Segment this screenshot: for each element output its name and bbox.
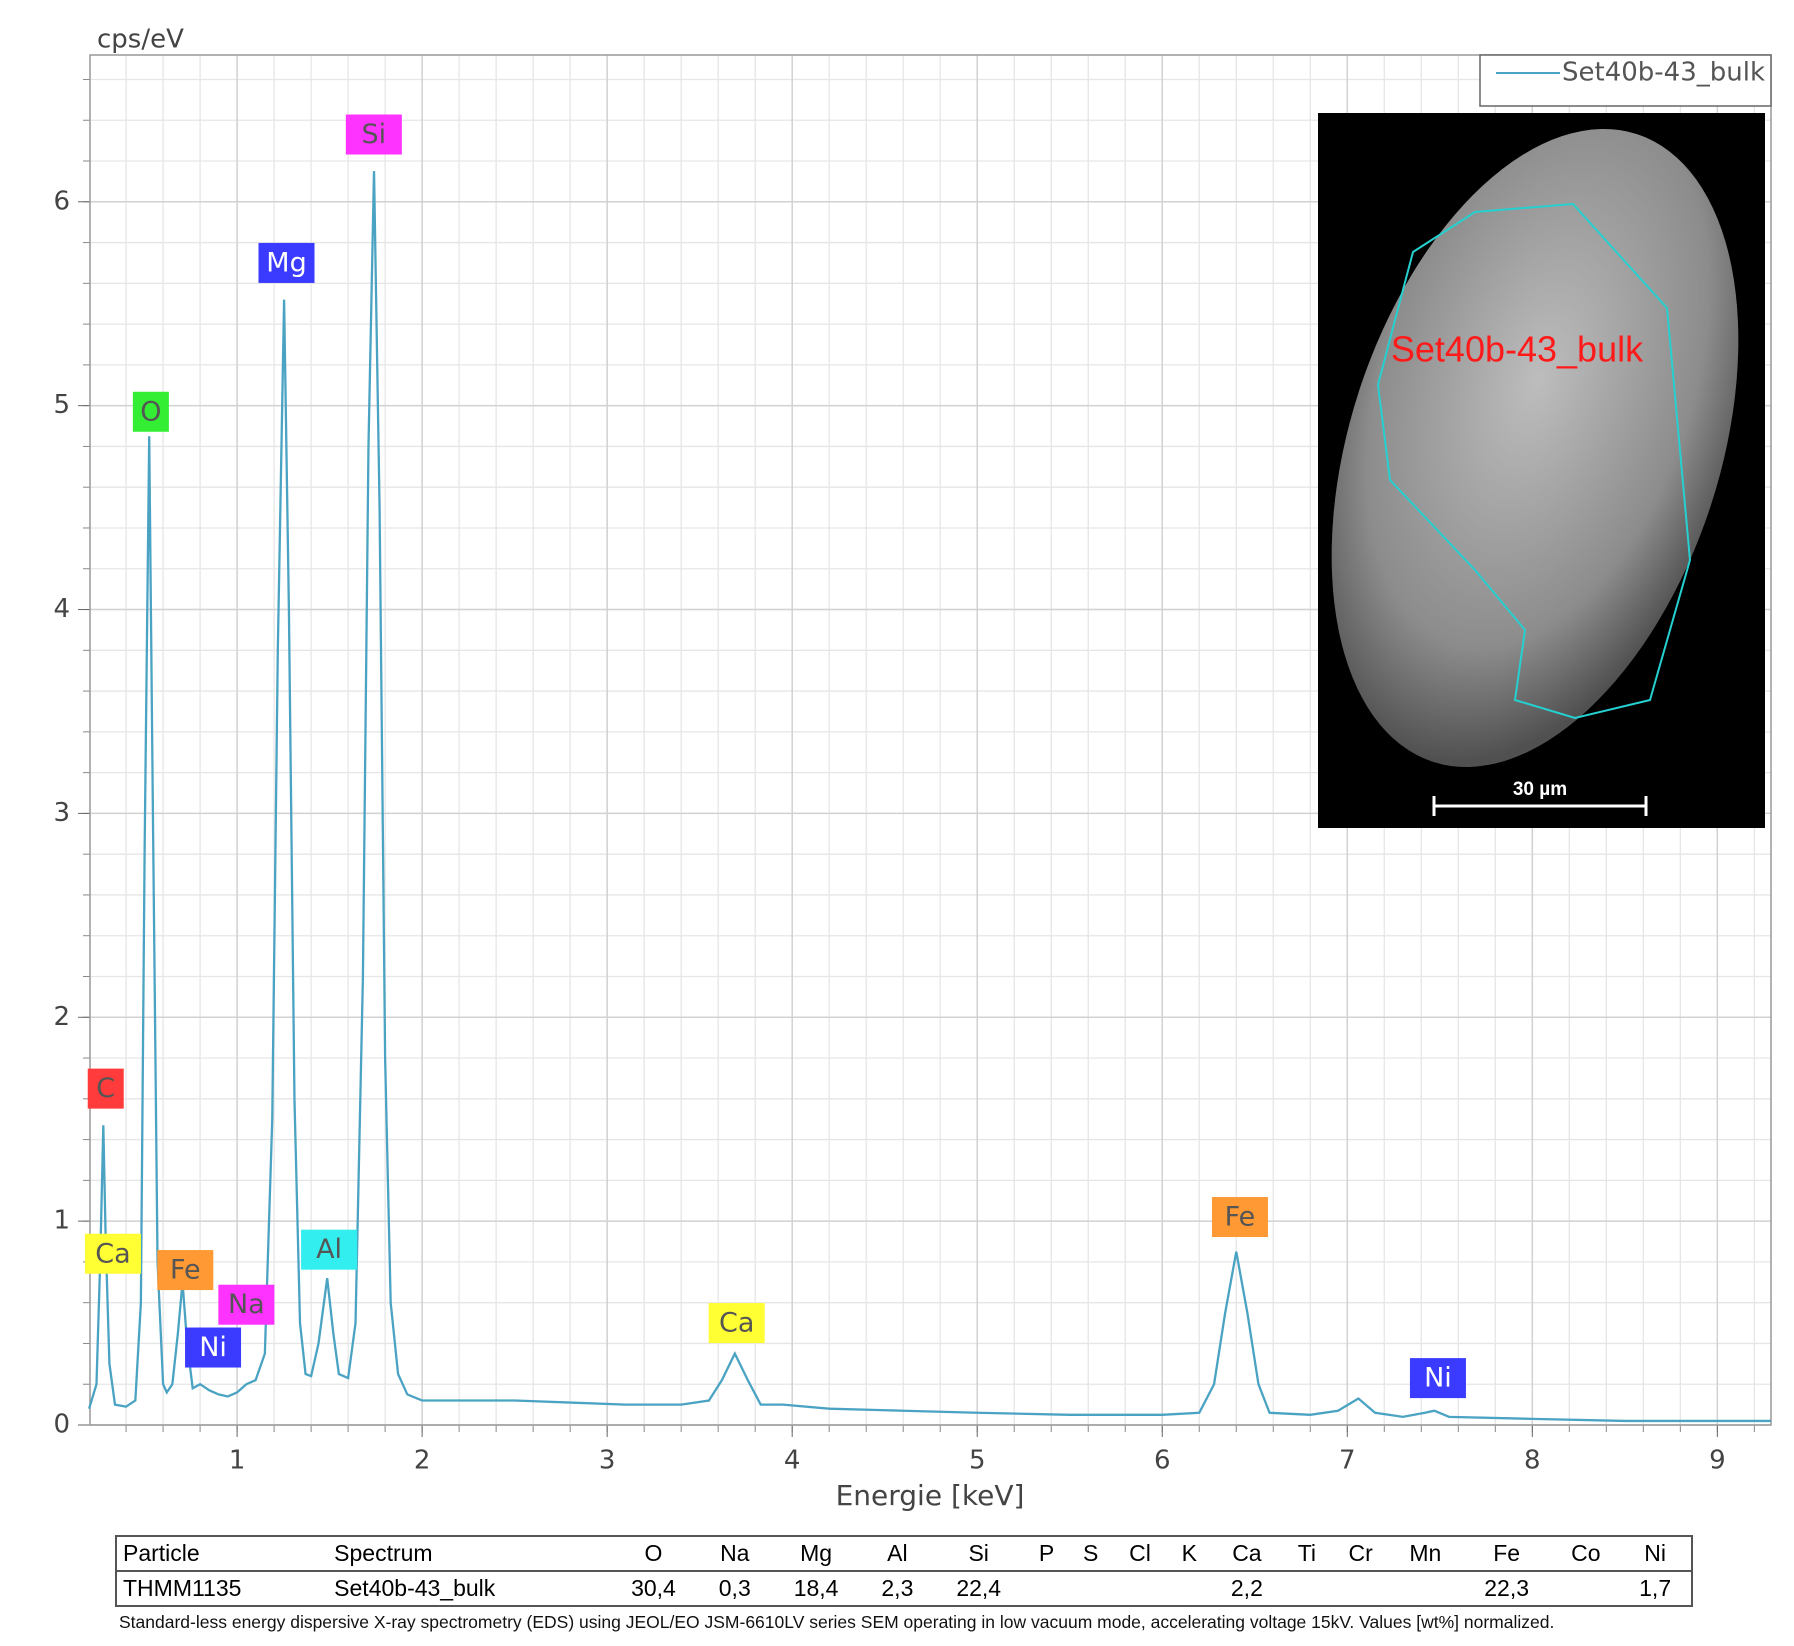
- x-tick-label: 5: [969, 1446, 986, 1476]
- y-tick-label: 5: [53, 390, 70, 420]
- table-cell: [1552, 1570, 1620, 1607]
- element-label-box: [185, 1327, 242, 1368]
- element-label: Si: [362, 119, 387, 150]
- scale-bar-label: 30 µm: [1513, 779, 1567, 800]
- table-cell: [1167, 1570, 1212, 1607]
- table-cell: Set40b-43_bulk: [328, 1570, 608, 1607]
- region-label: Set40b-43_bulk: [1391, 329, 1644, 370]
- table-cell: Cl: [1112, 1535, 1168, 1572]
- results-table: Particle Spectrum O Na Mg Al Si P S Cl K Ca Ti Cr Mn Fe…: [115, 1535, 1693, 1607]
- element-label-box: [708, 1303, 765, 1344]
- element-label-box: [345, 114, 402, 155]
- element-label-box: [218, 1284, 275, 1325]
- element-label: Ca: [719, 1308, 754, 1339]
- table-cell: THMM1135: [116, 1570, 329, 1607]
- table-cell: 18,4: [770, 1570, 862, 1607]
- x-tick-label: 1: [229, 1446, 246, 1476]
- table-cell: [1068, 1570, 1113, 1607]
- table-cell: Mn: [1389, 1535, 1461, 1572]
- analysis-region: [1376, 202, 1692, 720]
- table-cell: Al: [861, 1535, 933, 1572]
- y-tick-label: 3: [53, 798, 70, 828]
- spectrum-line: [87, 171, 1771, 1423]
- table-cell: S: [1068, 1535, 1113, 1572]
- table-cell: Co: [1552, 1535, 1620, 1572]
- y-tick-label: 0: [53, 1410, 70, 1440]
- x-tick-label: 6: [1154, 1446, 1171, 1476]
- element-label: O: [140, 396, 161, 427]
- table-cell: Si: [932, 1535, 1025, 1572]
- x-tick-label: 7: [1339, 1446, 1356, 1476]
- caption: Standard-less energy dispersive X-ray sp…: [119, 1612, 1555, 1632]
- element-label-box: [157, 1250, 214, 1291]
- table-cell: Particle: [116, 1535, 329, 1572]
- table-cell: O: [607, 1535, 700, 1572]
- x-tick-label: 2: [414, 1446, 431, 1476]
- table-cell: [1112, 1570, 1168, 1607]
- grain: [1331, 128, 1739, 768]
- table-cell: [1024, 1570, 1069, 1607]
- legend-label: Set40b-43_bulk: [1562, 58, 1765, 88]
- element-label-box: [258, 242, 315, 283]
- table-cell: Ca: [1211, 1535, 1283, 1572]
- element-label: Ca: [95, 1238, 130, 1269]
- plot-frame: [89, 54, 1772, 1426]
- table-row: THMM1135 Set40b-43_bulk 30,4 0,3 18,4 2,3 22,4…: [116, 1570, 1692, 1607]
- x-axis-label: Energie [keV]: [836, 1479, 1025, 1512]
- table-cell: Na: [699, 1535, 771, 1572]
- table-cell: [1389, 1570, 1461, 1607]
- x-tick-label: 8: [1524, 1446, 1541, 1476]
- element-label-box: [132, 391, 169, 432]
- x-tick-label: 9: [1709, 1446, 1726, 1476]
- sem-image: Set40b-43_bulk 30 µm: [1318, 113, 1765, 828]
- y-tick-label: 2: [53, 1002, 70, 1032]
- table-cell: Mg: [770, 1535, 862, 1572]
- element-label: Mg: [266, 247, 306, 278]
- y-tick-label: 4: [53, 594, 70, 624]
- table-cell: 1,7: [1619, 1570, 1692, 1607]
- element-label-box: [1409, 1358, 1466, 1399]
- element-label: C: [96, 1073, 115, 1104]
- element-label: Fe: [1225, 1202, 1256, 1233]
- table-cell: 22,3: [1460, 1570, 1553, 1607]
- y-axis-label: cps/eV: [97, 25, 184, 55]
- element-label: Al: [316, 1234, 342, 1265]
- element-label: Na: [228, 1289, 265, 1320]
- element-label-box: [84, 1233, 141, 1274]
- element-label-box: [1211, 1197, 1268, 1238]
- table-cell: Spectrum: [328, 1535, 608, 1572]
- table-cell: Fe: [1460, 1535, 1553, 1572]
- x-tick-label: 4: [784, 1446, 801, 1476]
- table-cell: P: [1024, 1535, 1069, 1572]
- table-cell: 30,4: [607, 1570, 700, 1607]
- table-cell: Ti: [1282, 1535, 1332, 1572]
- table-cell: 22,4: [932, 1570, 1025, 1607]
- table-cell: [1282, 1570, 1332, 1607]
- table-cell: Cr: [1331, 1535, 1390, 1572]
- legend-box: [1479, 54, 1772, 107]
- table-cell: 2,2: [1211, 1570, 1283, 1607]
- chart: cps/eV Energie [keV] 1 2 3 4 5 6 7 8 9 0 1 2 3 4 5 6 Set…: [53, 25, 1772, 1512]
- y-tick-label: 1: [53, 1206, 70, 1236]
- table-cell: 2,3: [861, 1570, 933, 1607]
- table-cell: K: [1167, 1535, 1212, 1572]
- element-label: Ni: [1424, 1363, 1452, 1394]
- table-cell: Ni: [1619, 1535, 1692, 1572]
- element-label: Ni: [199, 1332, 227, 1363]
- table-row: Particle Spectrum O Na Mg Al Si P S Cl K Ca Ti Cr Mn Fe…: [116, 1535, 1692, 1572]
- element-label-box: [301, 1229, 358, 1270]
- element-label: Fe: [170, 1255, 201, 1286]
- y-tick-label: 6: [53, 186, 70, 216]
- table-cell: 0,3: [699, 1570, 771, 1607]
- table-cell: [1331, 1570, 1390, 1607]
- element-label-box: [87, 1068, 124, 1109]
- x-tick-label: 3: [599, 1446, 616, 1476]
